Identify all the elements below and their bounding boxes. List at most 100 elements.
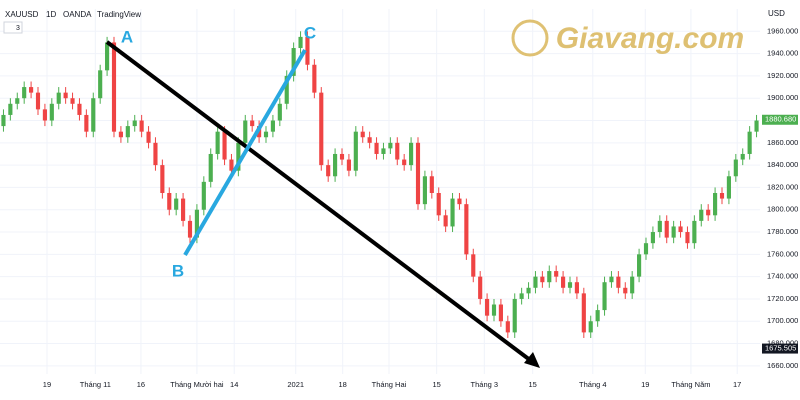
candle-body <box>291 48 296 76</box>
candle-body <box>22 87 27 99</box>
candle-body <box>637 254 642 277</box>
candle-body <box>312 64 317 93</box>
arrow-head <box>524 352 540 368</box>
interval: 1D <box>46 10 56 19</box>
candle-body <box>105 42 110 71</box>
candle-body <box>42 109 47 121</box>
candle-body <box>443 215 448 227</box>
candle-body <box>146 131 151 143</box>
candle-body <box>319 92 324 166</box>
label-a: A <box>121 27 133 46</box>
candle-body <box>505 321 510 333</box>
candle-body <box>692 220 697 244</box>
candle-body <box>360 131 365 138</box>
x-tick-label: Tháng 3 <box>471 380 499 389</box>
candle-body <box>56 92 61 104</box>
candle-body <box>367 137 372 143</box>
candle-body <box>595 310 600 322</box>
candle-body <box>326 165 331 177</box>
candle-body <box>388 142 393 149</box>
candle-body <box>15 98 20 104</box>
candle-body <box>381 148 386 154</box>
candle-body <box>118 131 123 138</box>
candle-body <box>153 142 158 166</box>
candle-body <box>436 193 441 216</box>
label-c: C <box>304 23 316 42</box>
x-tick-label: 18 <box>339 380 347 389</box>
y-tick-label: 1840.000 <box>767 160 798 169</box>
indicator-toggle[interactable] <box>3 21 23 34</box>
candle-body <box>98 70 103 99</box>
candle-body <box>236 142 241 171</box>
candle-body <box>671 226 676 238</box>
price-axis <box>760 0 800 400</box>
candle-body <box>630 276 635 294</box>
candle-body <box>132 120 137 127</box>
candle-body <box>167 193 172 210</box>
candle-body <box>263 131 269 138</box>
candle-body <box>346 159 351 171</box>
candle-body <box>740 153 745 160</box>
candle-body <box>174 198 179 210</box>
candle-body <box>63 92 68 99</box>
candle-body <box>491 304 497 316</box>
candle-body <box>706 209 711 216</box>
candle-body <box>547 271 552 283</box>
x-tick-label: 19 <box>43 380 51 389</box>
candle-body <box>422 176 427 205</box>
candle-body <box>29 87 34 93</box>
candle-body <box>111 42 117 132</box>
x-tick-label: 17 <box>733 380 741 389</box>
candle-body <box>733 159 738 177</box>
y-tick-label: 1660.000 <box>767 361 798 370</box>
x-tick-label: Tháng Hai <box>372 380 407 389</box>
logo-icon <box>511 19 549 57</box>
candle-body <box>540 276 545 283</box>
candle-body <box>194 209 199 238</box>
x-tick-label: Tháng Mười hai <box>170 380 224 389</box>
candle-body <box>726 176 731 199</box>
candle-body <box>35 92 41 110</box>
candle-body <box>208 153 213 182</box>
candle-body <box>429 176 434 193</box>
y-tick-label: 1760.000 <box>767 249 798 258</box>
candle-body <box>554 271 559 277</box>
candle-body <box>602 282 607 311</box>
candle-body <box>664 220 669 238</box>
candle-body <box>464 204 469 255</box>
y-tick-label: 1900.000 <box>767 93 798 102</box>
candle-body <box>215 131 220 154</box>
candle-body <box>409 142 414 166</box>
candle-body <box>77 103 82 115</box>
candle-body <box>415 142 421 205</box>
last-price-label: 1880.680 <box>765 115 796 124</box>
indicator-count[interactable]: 3 <box>16 25 20 32</box>
x-tick-label: Tháng Năm <box>671 380 710 389</box>
candle-body <box>270 120 275 132</box>
low-price-label-box <box>762 343 798 354</box>
candle-body <box>616 276 621 288</box>
x-tick-label: 14 <box>230 380 238 389</box>
candle-body <box>333 153 338 177</box>
x-tick-label: 15 <box>432 380 440 389</box>
candle-body <box>526 287 531 294</box>
candle-body <box>339 153 345 160</box>
candle-body <box>719 193 725 199</box>
y-tick-label: 1820.000 <box>767 182 798 191</box>
candle-body <box>533 276 538 288</box>
y-tick-label: 1960.000 <box>767 26 798 35</box>
x-tick-label: Tháng 4 <box>579 380 607 389</box>
low-price-label: 1675.505 <box>765 344 796 353</box>
candle-body <box>512 298 517 333</box>
time-axis <box>0 374 800 400</box>
source: TradingView <box>97 10 141 19</box>
candle-body <box>485 298 490 316</box>
candle-body <box>609 276 614 283</box>
trend-line <box>105 40 532 362</box>
candle-body <box>561 276 566 288</box>
candle-body <box>519 293 524 299</box>
candle-body <box>623 287 628 294</box>
candle-body <box>643 243 649 255</box>
